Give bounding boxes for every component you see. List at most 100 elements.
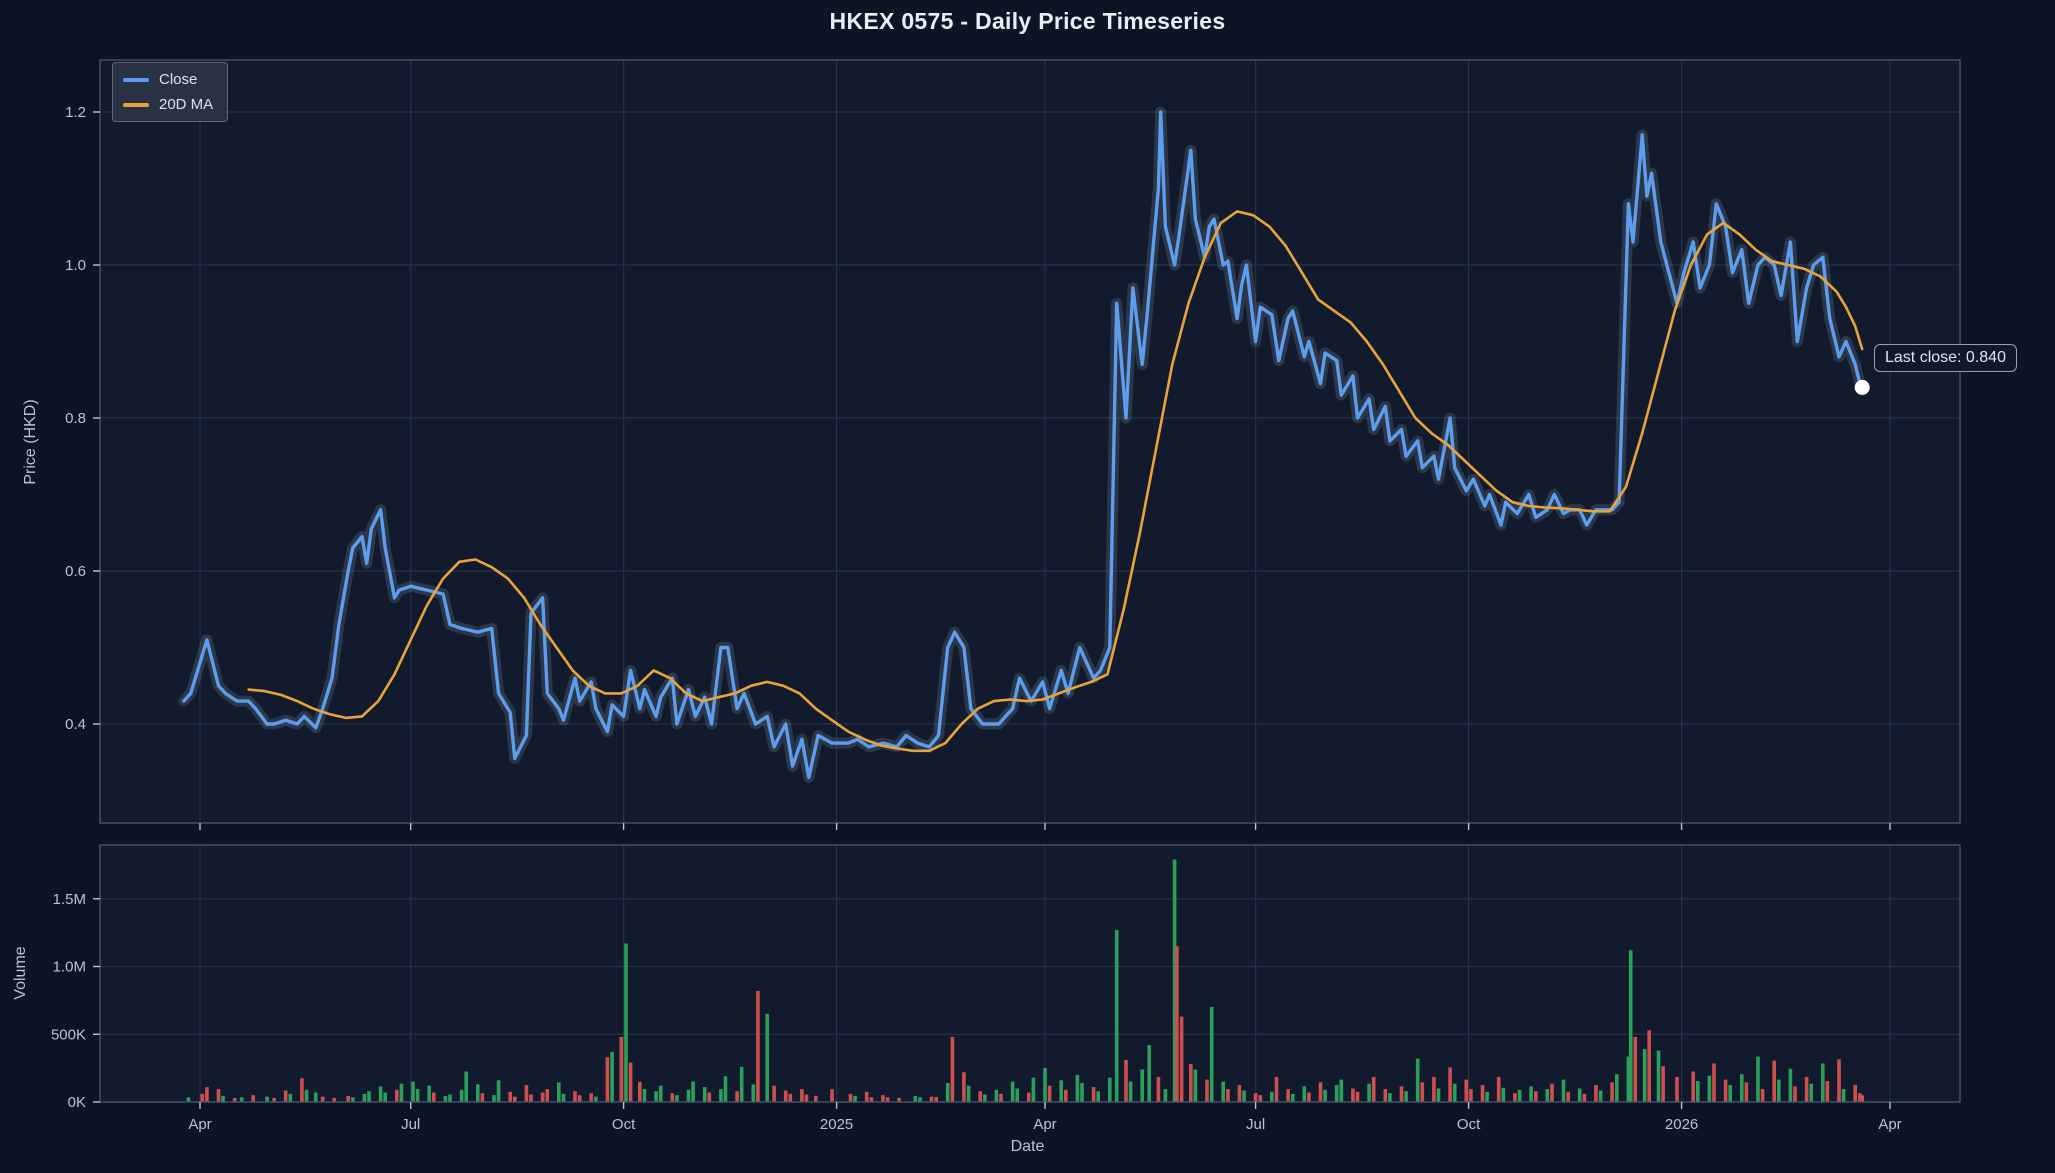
volume-bar — [332, 1097, 337, 1102]
volume-tick-label: 1.0M — [53, 959, 86, 976]
volume-bar — [1075, 1074, 1080, 1102]
volume-bar — [675, 1095, 679, 1102]
volume-bar — [1809, 1083, 1813, 1102]
volume-bar — [1047, 1085, 1052, 1102]
volume-bar — [1853, 1085, 1857, 1102]
volume-bar — [1221, 1081, 1225, 1102]
volume-bar — [723, 1076, 728, 1102]
volume-bar — [288, 1093, 293, 1102]
volume-bar — [1561, 1079, 1566, 1102]
volume-bar — [1772, 1060, 1776, 1102]
volume-bar — [1209, 1007, 1214, 1102]
volume-bar — [628, 1062, 633, 1102]
volume-bar — [1841, 1089, 1846, 1102]
volume-bar — [1740, 1074, 1744, 1102]
ma-line-swatch — [123, 102, 149, 107]
volume-bar — [186, 1097, 191, 1102]
volume-bar — [1744, 1082, 1749, 1102]
volume-bar — [1534, 1091, 1538, 1102]
volume-bar — [432, 1092, 436, 1102]
volume-bar — [800, 1089, 804, 1102]
volume-bar — [464, 1071, 468, 1102]
volume-bar — [1163, 1089, 1168, 1102]
volume-bar — [702, 1087, 707, 1102]
date-tick-label: Jul — [401, 1116, 420, 1133]
volume-bar — [658, 1085, 663, 1102]
volume-bar — [1091, 1087, 1096, 1102]
volume-bar — [610, 1051, 614, 1102]
volume-bar — [1156, 1076, 1161, 1102]
volume-bar — [1513, 1093, 1517, 1102]
volume-bar — [848, 1093, 853, 1102]
volume-bar — [670, 1093, 675, 1102]
volume-bar — [1031, 1077, 1036, 1102]
volume-tick-label: 0K — [68, 1094, 86, 1111]
volume-bar — [1598, 1090, 1603, 1102]
volume-bar — [999, 1093, 1003, 1102]
volume-bar — [1712, 1063, 1716, 1102]
volume-bar — [1566, 1091, 1570, 1102]
volume-bar — [1777, 1079, 1781, 1102]
volume-bar — [221, 1095, 225, 1102]
legend-item-close: Close — [123, 71, 213, 88]
volume-bar — [351, 1097, 355, 1102]
volume-bar — [1452, 1083, 1457, 1102]
volume-bar — [427, 1085, 431, 1102]
volume-bar — [869, 1097, 874, 1102]
volume-bar — [830, 1089, 834, 1102]
volume-bar — [320, 1096, 325, 1102]
volume-bar — [508, 1091, 512, 1102]
volume-bar — [1415, 1058, 1420, 1102]
volume-bar — [272, 1097, 276, 1102]
volume-bar — [1323, 1089, 1327, 1102]
volume-bar — [367, 1091, 371, 1102]
price-plot-border — [99, 59, 1961, 824]
volume-bar — [1172, 859, 1177, 1102]
volume-bar — [934, 1096, 938, 1102]
volume-bar — [1286, 1089, 1290, 1102]
volume-bar — [476, 1084, 480, 1102]
volume-bar — [540, 1092, 545, 1102]
volume-bar — [1270, 1091, 1274, 1102]
last-close-annotation: Last close: 0.840 — [1874, 344, 2017, 372]
volume-bar — [448, 1094, 452, 1102]
volume-bar — [983, 1094, 987, 1102]
volume-bar — [300, 1078, 304, 1102]
volume-bar — [1140, 1069, 1144, 1102]
volume-bar — [346, 1095, 350, 1102]
volume-bar — [524, 1085, 529, 1102]
volume-bar — [1147, 1045, 1151, 1102]
volume-bar — [1175, 946, 1179, 1102]
volume-bar — [1545, 1089, 1550, 1102]
volume-bar — [1691, 1071, 1695, 1102]
volume-bar — [1448, 1067, 1452, 1102]
volume-bar — [1837, 1059, 1841, 1102]
volume-bar — [265, 1096, 269, 1102]
volume-bar — [1464, 1079, 1469, 1102]
volume-bar — [239, 1097, 244, 1102]
legend: Close 20D MA — [112, 62, 229, 122]
volume-bar — [751, 1084, 756, 1102]
volume-bar — [1728, 1085, 1732, 1102]
price-tick-label: 1.0 — [65, 257, 86, 274]
volume-bar — [1485, 1091, 1489, 1102]
price-axis-title: Price (HKD) — [22, 399, 39, 485]
volume-bar — [1696, 1081, 1700, 1102]
volume-axis-title: Volume — [12, 946, 29, 1000]
volume-bar — [772, 1085, 776, 1102]
volume-bar — [853, 1095, 857, 1102]
volume-bar — [788, 1093, 793, 1102]
date-tick-label: Apr — [188, 1116, 211, 1133]
volume-bar — [395, 1089, 399, 1102]
volume-bar — [415, 1089, 420, 1102]
volume-bar — [1577, 1088, 1582, 1102]
date-tick-label: Apr — [1033, 1116, 1056, 1133]
volume-bar — [1179, 1016, 1184, 1102]
volume-bar — [589, 1093, 593, 1102]
volume-bar — [513, 1096, 517, 1102]
volume-bar — [1501, 1087, 1506, 1102]
volume-bar — [1383, 1089, 1388, 1102]
chart-title: HKEX 0575 - Daily Price Timeseries — [829, 8, 1226, 34]
volume-bar — [1594, 1085, 1598, 1102]
